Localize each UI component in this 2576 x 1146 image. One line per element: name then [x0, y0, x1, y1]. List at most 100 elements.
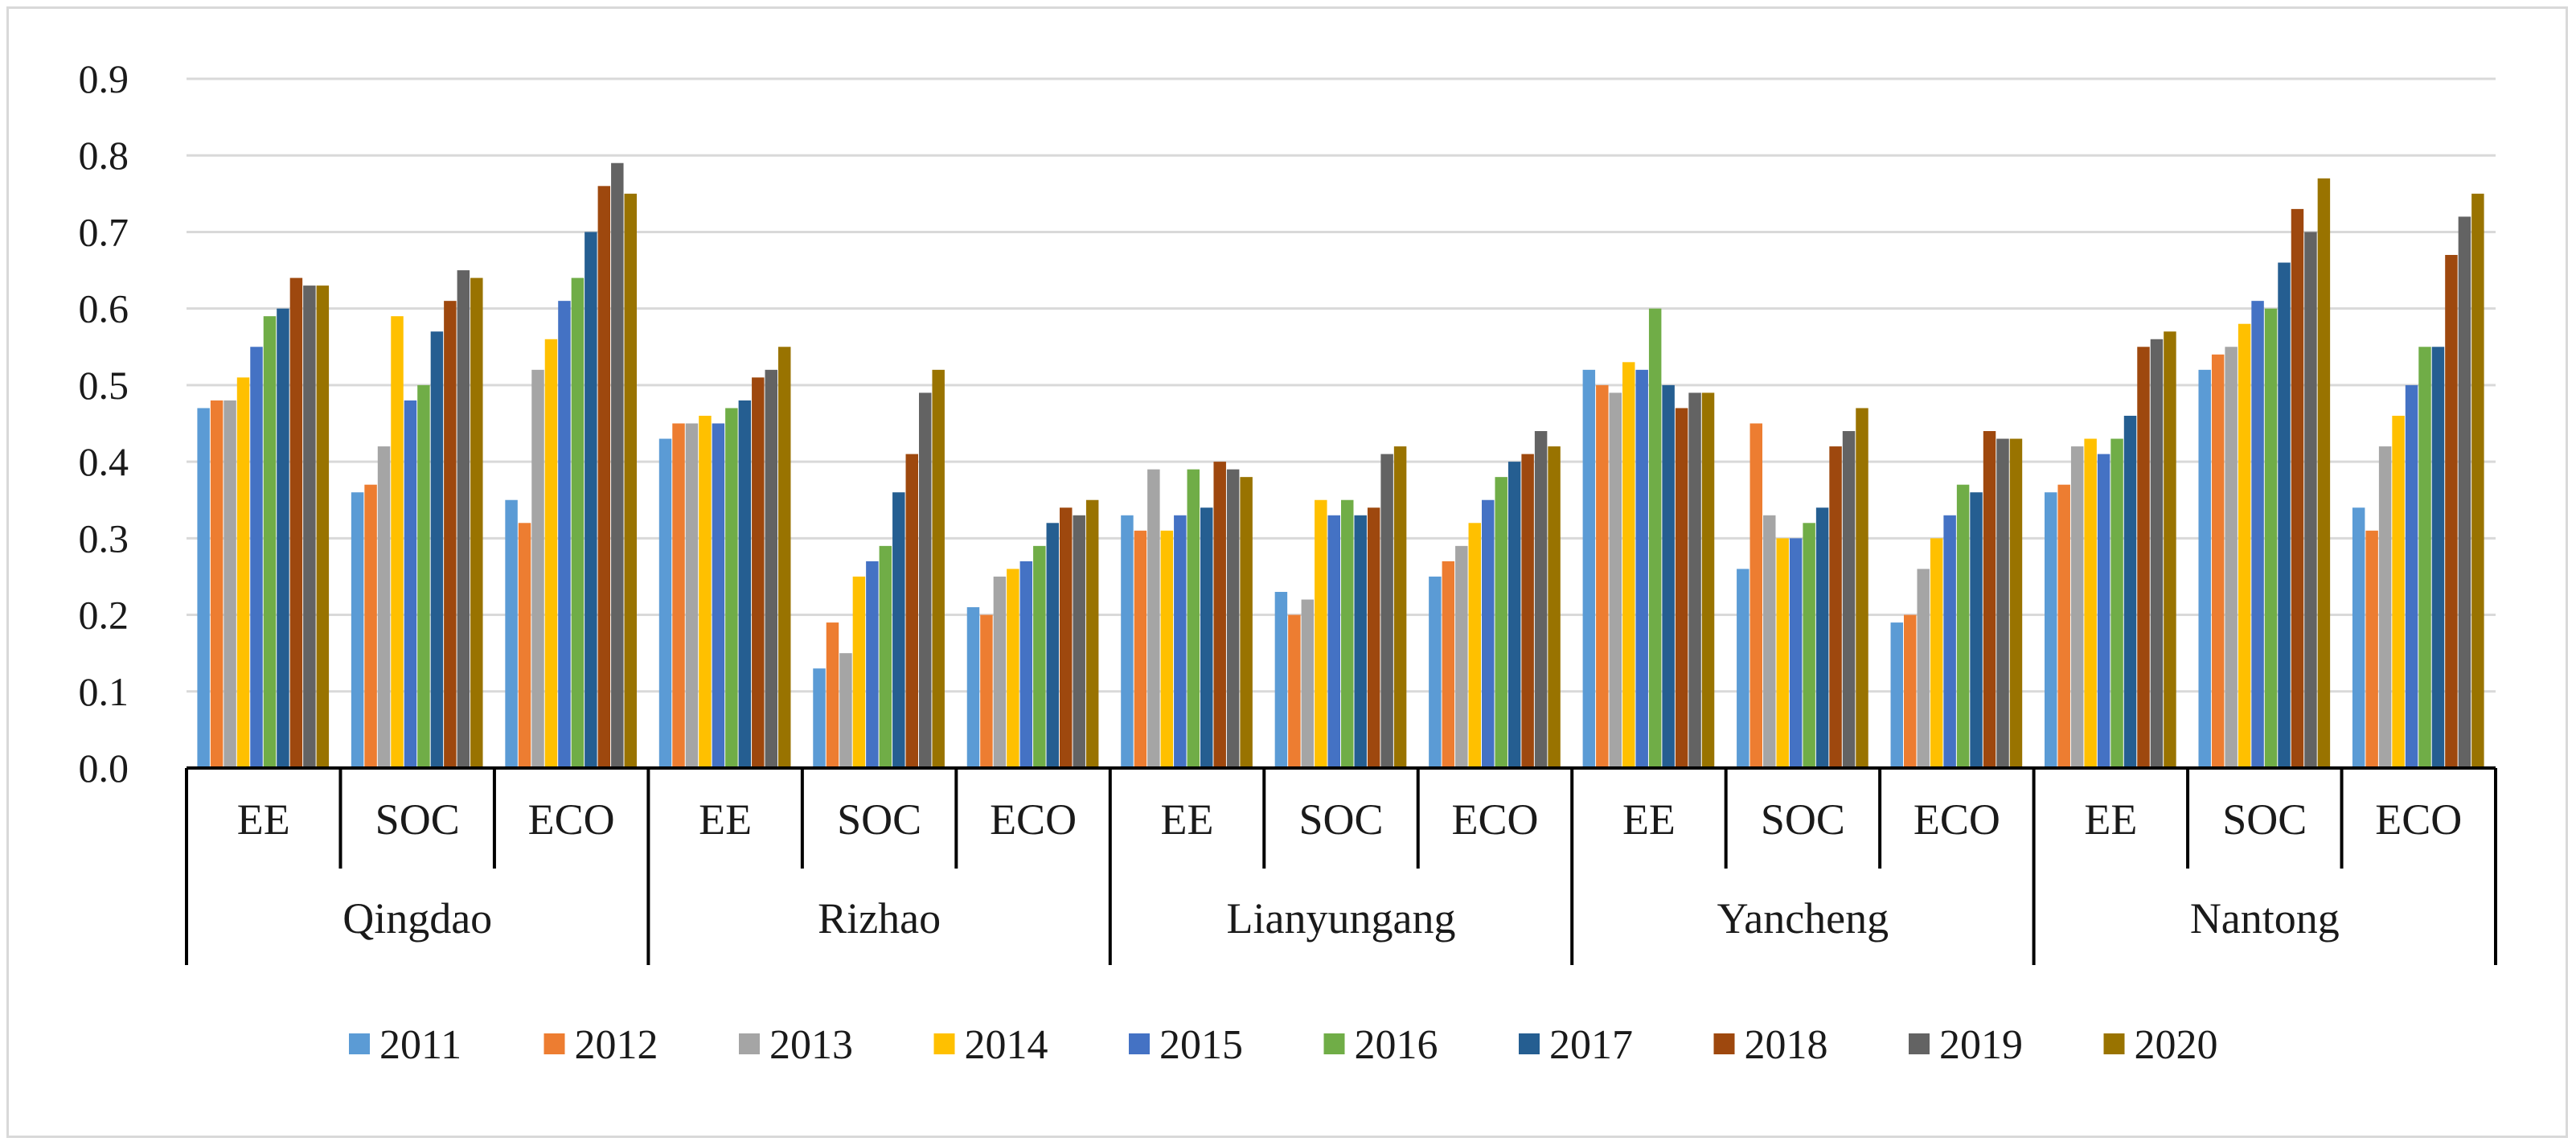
- bar-2013-lianyungang-ee: [1147, 469, 1160, 768]
- y-tick-label: 0.5: [79, 363, 129, 408]
- bar-2015-yancheng-soc: [1789, 538, 1803, 768]
- bar-2016-qingdao-ee: [263, 316, 277, 768]
- bar-2019-rizhao-eco: [1073, 515, 1085, 768]
- bar-2016-yancheng-eco: [1956, 484, 1970, 768]
- bar-2011-nantong-ee: [2045, 492, 2057, 768]
- bar-2012-qingdao-soc: [364, 484, 377, 768]
- bar-2016-lianyungang-ee: [1187, 469, 1200, 768]
- bar-2011-lianyungang-soc: [1274, 591, 1288, 768]
- bar-2013-nantong-eco: [2378, 446, 2392, 768]
- bar-2011-yancheng-eco: [1890, 622, 1904, 768]
- bar-2012-rizhao-eco: [980, 614, 993, 768]
- bar-2017-qingdao-ee: [277, 308, 289, 768]
- bar-2014-qingdao-soc: [391, 316, 404, 768]
- bar-2014-yancheng-soc: [1776, 538, 1789, 768]
- y-tick-label: 0.1: [79, 669, 129, 714]
- bar-2012-qingdao-eco: [518, 523, 531, 768]
- bar-2017-nantong-eco: [2431, 347, 2445, 768]
- bar-2019-rizhao-ee: [765, 369, 777, 768]
- bar-2014-yancheng-eco: [1930, 538, 1943, 768]
- y-tick-label: 0.4: [79, 439, 129, 484]
- bar-2018-nantong-ee: [2137, 347, 2150, 768]
- bar-2015-rizhao-eco: [1019, 561, 1033, 768]
- bar-2011-rizhao-soc: [813, 668, 826, 768]
- y-tick-label: 0.6: [79, 286, 129, 331]
- indicator-label: ECO: [1451, 795, 1538, 844]
- bar-2012-lianyungang-soc: [1288, 614, 1301, 768]
- bar-2018-qingdao-ee: [289, 277, 303, 769]
- bar-2016-nantong-eco: [2418, 347, 2431, 768]
- bar-2016-lianyungang-soc: [1341, 499, 1354, 768]
- legend-swatch-2018: [1713, 1033, 1735, 1054]
- bar-2016-qingdao-soc: [417, 384, 430, 768]
- bar-2019-qingdao-ee: [303, 285, 316, 769]
- bar-2015-lianyungang-ee: [1174, 515, 1187, 768]
- bar-2018-yancheng-soc: [1829, 446, 1842, 768]
- indicator-label: SOC: [1761, 795, 1845, 844]
- bar-2014-lianyungang-soc: [1315, 499, 1327, 768]
- bar-2020-rizhao-soc: [932, 369, 945, 768]
- bar-2016-rizhao-ee: [725, 408, 738, 768]
- legend-label-2019: 2019: [1939, 1022, 2023, 1068]
- bar-2013-nantong-ee: [2070, 446, 2084, 768]
- bar-2020-lianyungang-eco: [1548, 446, 1561, 768]
- indicator-label: SOC: [837, 795, 921, 844]
- bar-2019-yancheng-soc: [1842, 431, 1856, 768]
- bar-2018-rizhao-ee: [752, 377, 765, 768]
- bar-2017-rizhao-ee: [738, 400, 752, 768]
- bar-2018-yancheng-ee: [1675, 408, 1688, 768]
- bar-2019-qingdao-soc: [457, 270, 470, 768]
- legend-swatch-2012: [544, 1033, 565, 1054]
- bar-2016-rizhao-eco: [1033, 545, 1046, 768]
- bar-2016-nantong-ee: [2110, 438, 2123, 768]
- bar-2019-yancheng-eco: [1996, 438, 2009, 768]
- bar-2017-qingdao-soc: [430, 331, 444, 769]
- bar-2015-lianyungang-soc: [1327, 515, 1340, 768]
- legend-label-2013: 2013: [769, 1022, 853, 1068]
- bar-2018-nantong-soc: [2291, 208, 2304, 768]
- bar-2013-rizhao-soc: [839, 653, 852, 768]
- bar-2014-rizhao-eco: [1007, 569, 1019, 768]
- bar-2016-yancheng-ee: [1648, 308, 1662, 768]
- bar-2011-qingdao-soc: [351, 492, 364, 768]
- bar-2011-qingdao-eco: [505, 499, 518, 768]
- bar-2019-nantong-eco: [2458, 216, 2471, 768]
- bar-2016-lianyungang-eco: [1495, 477, 1507, 768]
- bar-2012-nantong-eco: [2365, 530, 2378, 768]
- bar-2020-yancheng-ee: [1701, 392, 1715, 768]
- bar-2014-rizhao-ee: [699, 415, 712, 768]
- bar-2014-yancheng-ee: [1622, 362, 1635, 768]
- bar-2015-lianyungang-eco: [1482, 499, 1495, 768]
- bar-2020-lianyungang-ee: [1240, 477, 1253, 768]
- legend-label-2016: 2016: [1355, 1022, 1438, 1068]
- bar-2013-lianyungang-soc: [1301, 599, 1315, 768]
- bar-2012-nantong-ee: [2057, 484, 2070, 768]
- bar-2011-rizhao-ee: [658, 438, 672, 768]
- legend-label-2018: 2018: [1745, 1022, 1828, 1068]
- bar-2017-rizhao-soc: [892, 492, 905, 768]
- bar-2014-rizhao-soc: [852, 576, 866, 768]
- city-label: Qingdao: [343, 894, 492, 943]
- axis-layer: 0.0 0.1 0.2 0.3 0.4 0.5 0.6 0.7 0.8 0.9 EE SOC ECO EE…: [79, 56, 2497, 965]
- indicator-label: ECO: [528, 795, 615, 844]
- indicator-label: SOC: [2222, 795, 2307, 844]
- bar-2017-lianyungang-ee: [1200, 507, 1213, 768]
- indicator-label: EE: [699, 795, 752, 844]
- bar-2020-rizhao-eco: [1085, 499, 1099, 768]
- bar-2015-qingdao-soc: [404, 400, 417, 768]
- bar-2020-rizhao-ee: [778, 347, 791, 768]
- bar-2019-nantong-soc: [2304, 232, 2317, 768]
- y-tick-label: 0.3: [79, 515, 129, 561]
- bar-2020-nantong-eco: [2471, 193, 2484, 768]
- indicator-label: ECO: [1914, 795, 2000, 844]
- bar-2017-qingdao-eco: [585, 232, 597, 768]
- bar-2013-qingdao-soc: [377, 446, 391, 768]
- bar-2020-qingdao-eco: [624, 193, 637, 768]
- bar-2011-nantong-soc: [2198, 369, 2211, 768]
- bar-2015-rizhao-ee: [712, 423, 725, 768]
- bar-2020-yancheng-eco: [2009, 438, 2023, 768]
- bar-2011-rizhao-eco: [966, 607, 980, 768]
- bar-2012-qingdao-ee: [210, 400, 224, 768]
- bar-2014-qingdao-ee: [236, 377, 250, 768]
